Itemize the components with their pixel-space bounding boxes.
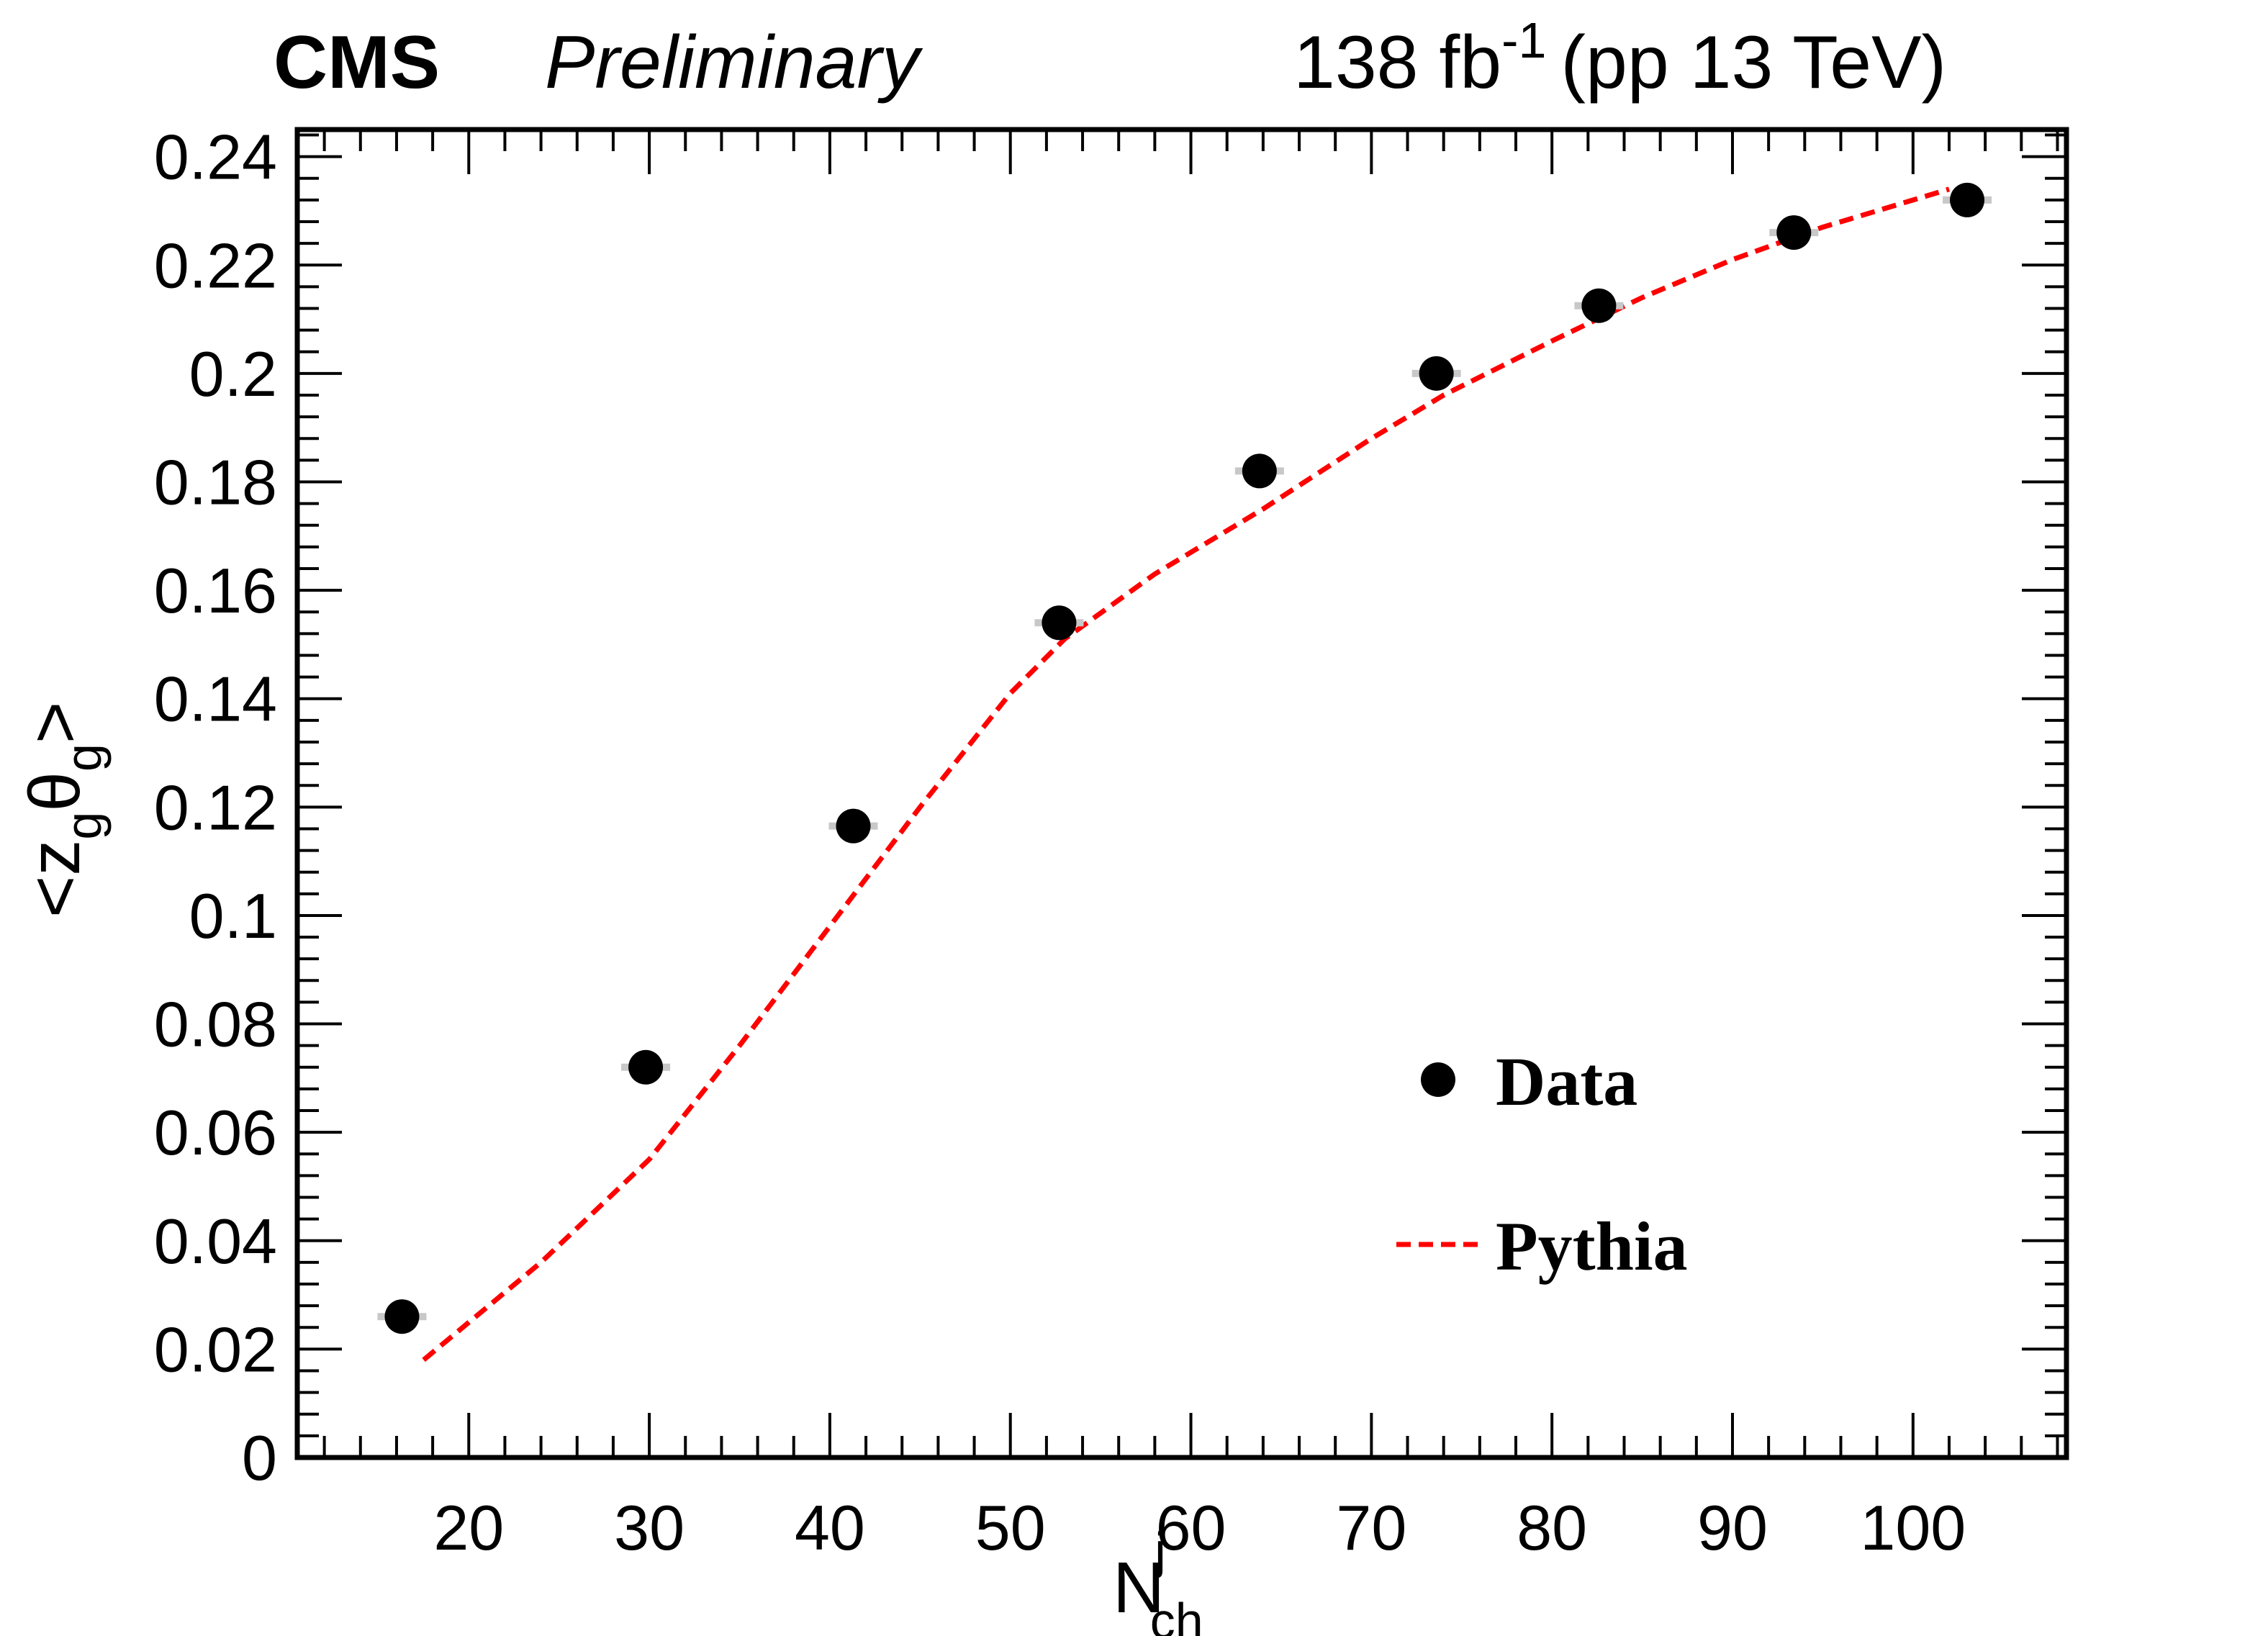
x-tick-label: 70 xyxy=(1336,1492,1406,1563)
x-axis-title: Nj ch xyxy=(1113,1522,1203,1636)
y-tick-label: 0.24 xyxy=(154,122,277,193)
energy-label: (pp 13 TeV) xyxy=(1560,21,1946,104)
y-axis-title-sub2: g xyxy=(55,744,112,772)
y-tick-label: 0.04 xyxy=(154,1206,277,1277)
data-point xyxy=(836,808,871,844)
y-axis-title-sub1: g xyxy=(55,812,112,840)
x-axis-title-sub: ch xyxy=(1150,1593,1203,1636)
legend-label: Data xyxy=(1496,1043,1637,1120)
data-point xyxy=(1419,356,1454,391)
plot-frame xyxy=(294,127,2069,1460)
luminosity-exponent: -1 xyxy=(1501,12,1546,68)
y-tick-label: 0.02 xyxy=(154,1314,277,1385)
status-label: Preliminary xyxy=(545,21,923,104)
y-tick-label: 0.14 xyxy=(154,664,277,735)
y-axis-title-open: <z xyxy=(14,840,95,918)
x-tick-label: 100 xyxy=(1860,1492,1966,1563)
y-tick-label: 0.18 xyxy=(154,446,277,518)
x-tick-label: 80 xyxy=(1517,1492,1587,1563)
data-point xyxy=(1950,182,1985,217)
data-point xyxy=(1242,453,1277,489)
experiment-label: CMS xyxy=(274,21,440,104)
y-tick-label: 0.1 xyxy=(189,880,277,952)
x-tick-label: 20 xyxy=(433,1492,504,1563)
data-point xyxy=(384,1299,420,1334)
y-tick-label: 0.22 xyxy=(154,230,277,301)
x-axis-title-sup: j xyxy=(1153,1522,1166,1578)
data-point xyxy=(628,1049,664,1085)
luminosity-value: 138 fb xyxy=(1293,21,1501,104)
data-point xyxy=(1776,215,1812,250)
y-axis-title-close: > xyxy=(14,702,95,744)
y-tick-label: 0.16 xyxy=(154,555,277,626)
y-axis-title: <zgθg> xyxy=(14,702,112,918)
y-axis-title-theta: θ xyxy=(14,772,95,812)
x-tick-label: 60 xyxy=(1156,1492,1226,1563)
data-point xyxy=(1042,605,1077,641)
y-tick-label: 0.06 xyxy=(154,1097,277,1168)
x-tick-label: 90 xyxy=(1697,1492,1768,1563)
x-tick-label: 40 xyxy=(795,1492,865,1563)
legend-label: Pythia xyxy=(1496,1208,1688,1285)
y-tick-label: 0 xyxy=(242,1422,277,1493)
data-point xyxy=(1581,288,1617,323)
y-tick-label: 0.2 xyxy=(189,338,277,410)
pythia-curve xyxy=(422,186,1951,1362)
series-layer xyxy=(377,182,1992,1362)
x-tick-label: 30 xyxy=(614,1492,685,1563)
luminosity-label: 138 fb-1 (pp 13 TeV) xyxy=(1293,12,1946,104)
x-axis-title-base: N xyxy=(1113,1547,1165,1628)
axes: 20 30 40 50 60 70 80 90 100 0 0.02 0.04 0.06 0.08 0.1 0… xyxy=(154,122,2069,1563)
legend-data-marker xyxy=(1421,1062,1455,1097)
y-tick-label: 0.12 xyxy=(154,772,277,843)
y-tick-label: 0.08 xyxy=(154,989,277,1060)
legend: Data Pythia xyxy=(1396,1043,1688,1285)
x-tick-label: 50 xyxy=(975,1492,1046,1563)
